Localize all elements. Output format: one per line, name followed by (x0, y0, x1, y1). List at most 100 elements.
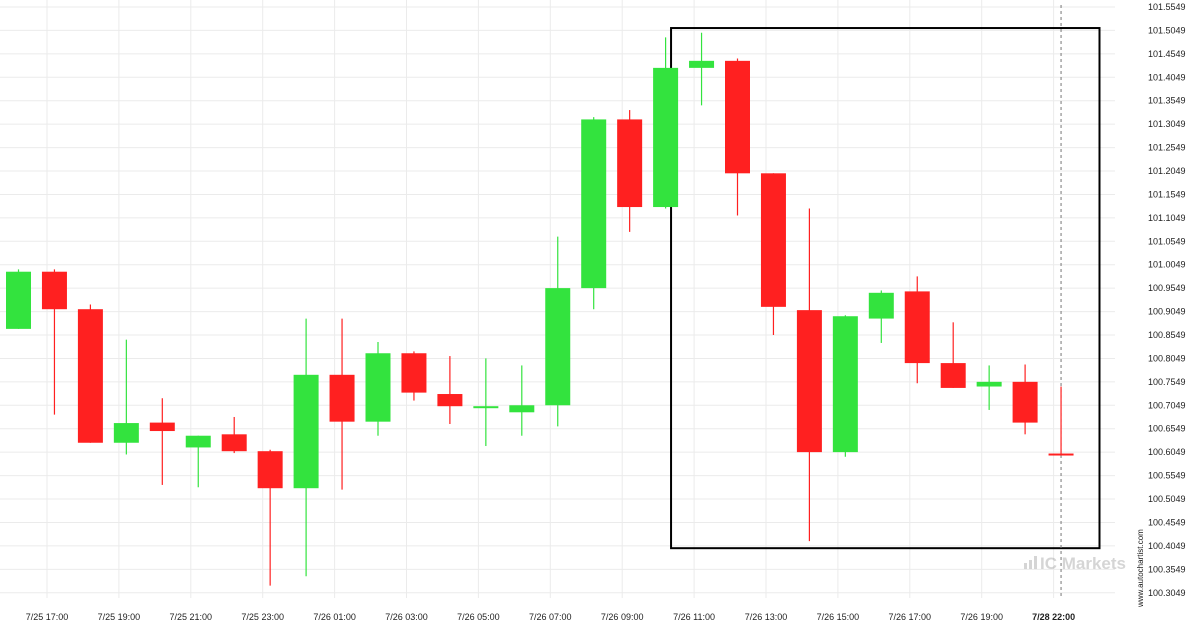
y-tick-label: 101.1049 (1148, 213, 1186, 223)
candle-body (113, 423, 139, 443)
candle (473, 358, 499, 447)
y-tick-label: 100.4549 (1148, 517, 1186, 527)
x-tick-label: 7/26 05:00 (457, 612, 500, 622)
candle (113, 339, 139, 455)
candle-body (1048, 453, 1074, 456)
x-tick-label: 7/26 17:00 (889, 612, 932, 622)
pattern-highlight-box (670, 27, 1101, 550)
candle (653, 37, 679, 209)
candle-body (617, 119, 643, 208)
candle-body (725, 60, 750, 174)
candle (365, 342, 391, 436)
candle-body (796, 310, 822, 453)
candle (904, 276, 930, 384)
candle (401, 351, 427, 401)
candle (293, 318, 319, 577)
candle-body (437, 394, 463, 407)
candle-body (329, 374, 355, 422)
x-tick-label: 7/26 03:00 (385, 612, 428, 622)
candle (940, 322, 966, 388)
candle (185, 435, 211, 488)
candle-body (832, 316, 858, 453)
candle (149, 398, 175, 485)
candle (1012, 364, 1038, 435)
candle-body (365, 353, 391, 422)
candle-body (6, 271, 31, 329)
x-tick-label: 7/25 21:00 (170, 612, 213, 622)
candle (617, 110, 643, 232)
candle (41, 269, 67, 415)
candle-body (293, 374, 319, 489)
candle-body (940, 363, 966, 388)
candle-body (904, 291, 930, 364)
candle-body (760, 173, 786, 307)
y-tick-label: 101.4049 (1148, 72, 1186, 82)
ic-markets-logo: IC Markets (1024, 554, 1126, 573)
candle-body (149, 422, 175, 432)
x-axis-tick-labels: 7/25 17:00 7/25 19:00 7/25 21:00 7/25 23:00… (26, 612, 1075, 622)
candle-body (868, 292, 894, 319)
candle (868, 290, 894, 343)
y-tick-label: 100.9049 (1148, 307, 1186, 317)
candle-body (1012, 381, 1038, 423)
site-watermark: www.autochartist.com (1136, 529, 1145, 608)
candle-body (689, 60, 715, 68)
y-tick-label: 100.7549 (1148, 377, 1186, 387)
candle-body (545, 288, 571, 406)
x-tick-label: 7/25 17:00 (26, 612, 69, 622)
candle (509, 365, 535, 436)
candle (796, 208, 822, 542)
candle-body (581, 119, 607, 289)
candle (725, 58, 750, 216)
highlight-rectangle (670, 27, 1101, 550)
candle (257, 449, 283, 586)
y-tick-label: 100.3549 (1148, 564, 1186, 574)
x-tick-label: 7/26 19:00 (960, 612, 1003, 622)
y-tick-label: 101.3549 (1148, 96, 1186, 106)
candle (437, 356, 463, 425)
candle (77, 304, 103, 443)
y-tick-label: 101.0049 (1148, 260, 1186, 270)
candle-body (185, 435, 211, 448)
y-tick-label: 100.9549 (1148, 283, 1186, 293)
y-tick-label: 101.2049 (1148, 166, 1186, 176)
x-tick-label: 7/26 13:00 (745, 612, 788, 622)
y-tick-label: 100.6549 (1148, 424, 1186, 434)
candle (760, 173, 786, 335)
candle-body (401, 353, 427, 393)
y-tick-label: 100.6049 (1148, 447, 1186, 457)
brand-watermark: IC Markets (1040, 554, 1126, 573)
x-tick-label: 7/26 11:00 (673, 612, 715, 622)
x-tick-label: 7/25 23:00 (241, 612, 284, 622)
y-tick-label: 101.0549 (1148, 236, 1186, 246)
candle (545, 236, 571, 427)
y-tick-label: 100.8049 (1148, 353, 1186, 363)
candle (329, 318, 355, 490)
candle (221, 416, 247, 454)
y-tick-label: 100.8549 (1148, 330, 1186, 340)
candle (976, 365, 1002, 410)
candle-body (509, 405, 535, 413)
candle-body (41, 271, 67, 310)
candle (1048, 386, 1074, 456)
x-tick-label: 7/26 15:00 (817, 612, 860, 622)
x-tick-label: 7/25 19:00 (98, 612, 141, 622)
y-tick-label: 101.1549 (1148, 189, 1186, 199)
y-tick-label: 101.2549 (1148, 143, 1186, 153)
candle (832, 315, 858, 457)
y-tick-label: 101.3049 (1148, 119, 1186, 129)
x-tick-label: 7/26 01:00 (313, 612, 356, 622)
candle-body (653, 67, 679, 208)
candles (6, 32, 1074, 586)
candle-body (77, 309, 103, 443)
y-tick-label: 100.7049 (1148, 400, 1186, 410)
candle-body (221, 434, 247, 452)
y-tick-label: 100.3049 (1148, 588, 1186, 598)
y-tick-label: 100.5549 (1148, 471, 1186, 481)
y-axis-tick-labels: 101.5549 101.5049 101.4549 101.4049 101.3549… (1148, 2, 1186, 598)
y-tick-label: 101.5549 (1148, 2, 1186, 12)
y-tick-label: 101.4549 (1148, 49, 1186, 59)
candle-body (257, 451, 283, 489)
y-tick-label: 100.5049 (1148, 494, 1186, 504)
